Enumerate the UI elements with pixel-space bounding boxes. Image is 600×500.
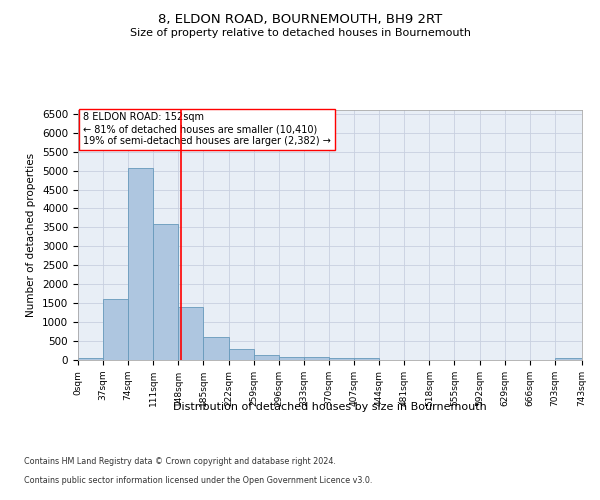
Bar (203, 336, 229, 360)
Bar (178, 307, 203, 360)
Bar (153, 224, 178, 360)
Bar (78, 358, 103, 360)
Y-axis label: Number of detached properties: Number of detached properties (26, 153, 37, 317)
Bar (555, 358, 582, 360)
Bar (329, 358, 354, 360)
Bar (128, 168, 153, 360)
Bar (354, 358, 379, 360)
Bar (304, 358, 329, 360)
Bar (229, 349, 254, 360)
Text: Contains public sector information licensed under the Open Government Licence v3: Contains public sector information licen… (24, 476, 373, 485)
Text: Distribution of detached houses by size in Bournemouth: Distribution of detached houses by size … (173, 402, 487, 412)
Text: Contains HM Land Registry data © Crown copyright and database right 2024.: Contains HM Land Registry data © Crown c… (24, 458, 336, 466)
Bar (103, 298, 128, 360)
Text: 8, ELDON ROAD, BOURNEMOUTH, BH9 2RT: 8, ELDON ROAD, BOURNEMOUTH, BH9 2RT (158, 12, 442, 26)
Bar (279, 356, 304, 360)
Text: Size of property relative to detached houses in Bournemouth: Size of property relative to detached ho… (130, 28, 470, 38)
Text: 8 ELDON ROAD: 152sqm
← 81% of detached houses are smaller (10,410)
19% of semi-d: 8 ELDON ROAD: 152sqm ← 81% of detached h… (83, 112, 331, 146)
Bar (254, 354, 279, 360)
